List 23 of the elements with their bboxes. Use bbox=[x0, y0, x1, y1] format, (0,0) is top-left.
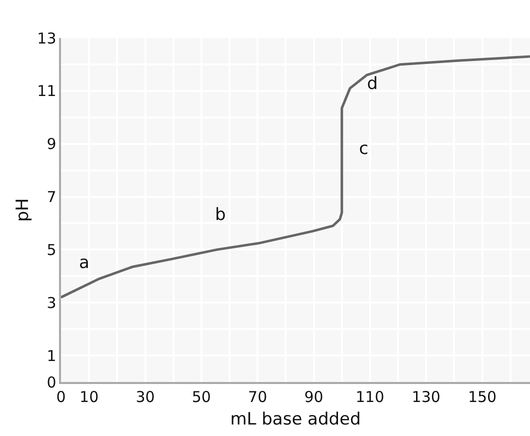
y-tick-label: 11 bbox=[37, 82, 56, 100]
x-tick-label: 130 bbox=[412, 388, 440, 406]
x-tick-label: 50 bbox=[192, 388, 211, 406]
x-tick-label: 110 bbox=[356, 388, 384, 406]
x-tick-label: 70 bbox=[248, 388, 268, 406]
y-tick-label: 9 bbox=[46, 135, 56, 154]
annotation: b bbox=[215, 205, 226, 225]
line-series bbox=[61, 55, 530, 299]
y-tick-label: 1 bbox=[46, 346, 56, 365]
annotation: d bbox=[367, 74, 378, 94]
y-tick-label: 5 bbox=[46, 240, 56, 259]
y-tick-label: 0 bbox=[46, 373, 56, 392]
x-tick-label: 30 bbox=[136, 388, 155, 406]
annotation: a bbox=[79, 253, 90, 273]
x-axis-title: mL base added bbox=[230, 410, 361, 430]
y-tick-label: 7 bbox=[46, 188, 56, 206]
annotation: c bbox=[359, 139, 368, 159]
y-tick-label: 3 bbox=[46, 294, 56, 312]
x-tick-label: 10 bbox=[80, 388, 99, 406]
x-tick-label: 90 bbox=[304, 388, 324, 406]
x-tick-label: 150 bbox=[468, 388, 497, 406]
y-tick-label: 13 bbox=[37, 29, 56, 48]
y-axis-title: pH bbox=[13, 198, 34, 222]
